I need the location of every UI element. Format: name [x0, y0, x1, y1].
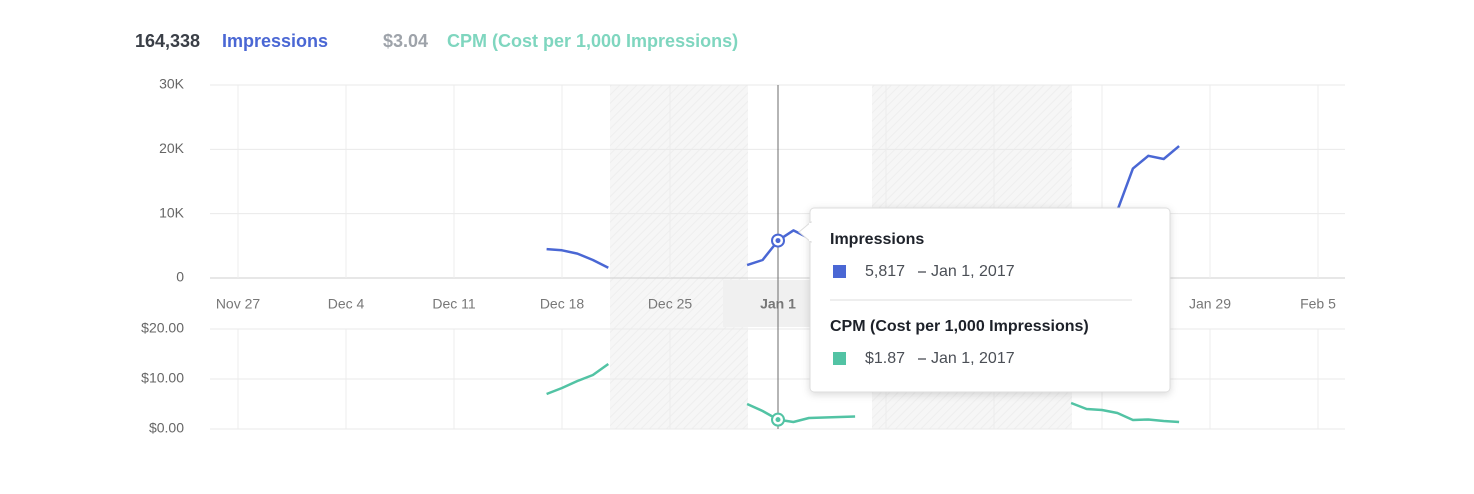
- x-tick-label: Dec 25: [648, 296, 693, 312]
- tooltip-series: Impressions: [830, 231, 924, 248]
- tooltip-pointer-cover: [809, 223, 813, 241]
- hover-marker-dot: [775, 417, 781, 423]
- y-tick-label: $20.00: [141, 320, 184, 336]
- summary-name[interactable]: Impressions: [222, 31, 328, 51]
- y-tick-label: 10K: [159, 204, 185, 220]
- x-tick-label: Dec 4: [328, 296, 365, 312]
- tooltip-date: Jan 1, 2017: [931, 350, 1015, 367]
- tooltip-swatch: [833, 265, 846, 278]
- x-tick-label: Dec 18: [540, 296, 585, 312]
- series-line: [546, 362, 1180, 424]
- tooltip-series: CPM (Cost per 1,000 Impressions): [830, 318, 1089, 335]
- tooltip-value: 5,817: [865, 263, 905, 280]
- summary-total: $3.04: [383, 31, 428, 51]
- tooltip-value: $1.87: [865, 350, 905, 367]
- summary-name[interactable]: CPM (Cost per 1,000 Impressions): [447, 31, 738, 51]
- x-tick-label: Feb 5: [1300, 296, 1336, 312]
- y-tick-label: $10.00: [141, 370, 184, 386]
- y-tick-label: 30K: [159, 76, 185, 92]
- shaded-period: [610, 85, 748, 429]
- x-tick-label: Jan 29: [1189, 296, 1231, 312]
- x-tick-label: Dec 11: [432, 296, 476, 312]
- tooltip-swatch: [833, 352, 846, 365]
- x-tick-label: Nov 27: [216, 296, 261, 312]
- y-tick-label: 0: [176, 269, 184, 285]
- summary-total: 164,338: [135, 31, 200, 51]
- tooltip-date: Jan 1, 2017: [931, 263, 1015, 280]
- y-tick-label: $0.00: [149, 420, 184, 436]
- hover-marker-dot: [775, 238, 781, 244]
- y-tick-label: 20K: [159, 140, 185, 156]
- tooltip: Impressions 5,817 Jan 1, 2017 CPM (Cost …: [798, 207, 1171, 393]
